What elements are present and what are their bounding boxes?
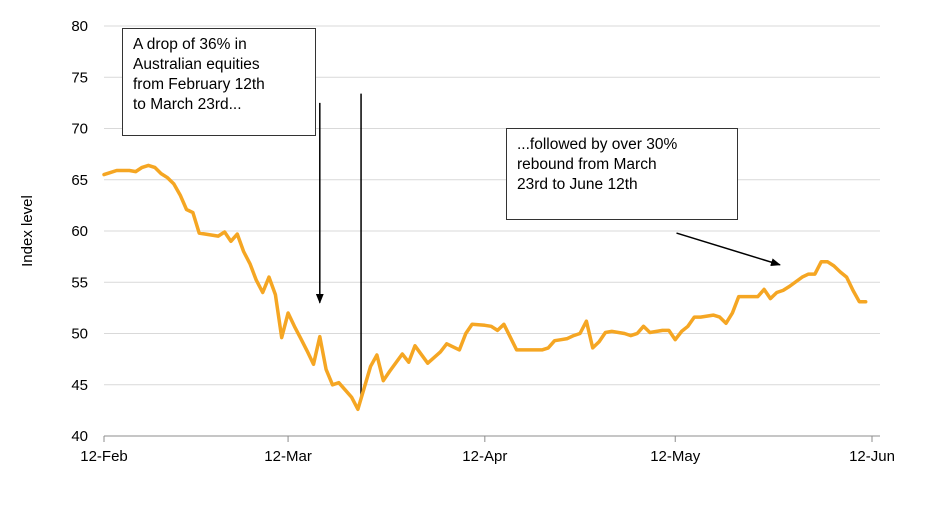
annotation-drop-line: A drop of 36% in [133, 36, 247, 53]
x-tick-label: 12-Mar [264, 448, 312, 465]
y-axis-ticks: 40 45 50 55 60 65 70 75 80 [71, 18, 88, 445]
y-tick-label: 60 [71, 223, 88, 240]
annotation-drop-line: Australian equities [133, 56, 260, 73]
annotation-rebound-line: ...followed by over 30% [517, 136, 678, 153]
annotation-arrow [676, 232, 781, 267]
x-tick-label: 12-Apr [462, 448, 507, 465]
y-tick-label: 75 [71, 69, 88, 86]
y-axis-title: Index level [19, 195, 36, 267]
annotation-rebound-line: rebound from March [517, 156, 657, 173]
y-tick-label: 70 [71, 121, 88, 138]
x-tick-label: 12-May [650, 448, 701, 465]
series-line [102, 163, 868, 412]
y-tick-label: 55 [71, 274, 88, 291]
y-tick-label: 80 [71, 18, 88, 35]
annotation-rebound: ...followed by over 30% rebound from Mar… [506, 128, 738, 220]
annotation-rebound-line: 23rd to June 12th [517, 176, 638, 193]
x-axis: 12-Feb 12-Mar 12-Apr 12-May 12-Jun [80, 435, 895, 465]
annotation-drop: A drop of 36% in Australian equities fro… [122, 28, 316, 136]
annotation-drop-line: to March 23rd... [133, 96, 242, 113]
x-tick-label: 12-Jun [849, 448, 895, 465]
series-group [102, 163, 868, 412]
y-tick-label: 40 [71, 428, 88, 445]
y-tick-label: 65 [71, 172, 88, 189]
annotation-drop-line: from February 12th [133, 76, 265, 93]
y-tick-label: 45 [71, 377, 88, 394]
y-tick-label: 50 [71, 326, 88, 343]
x-tick-label: 12-Feb [80, 448, 128, 465]
annotation-arrows [315, 102, 781, 304]
